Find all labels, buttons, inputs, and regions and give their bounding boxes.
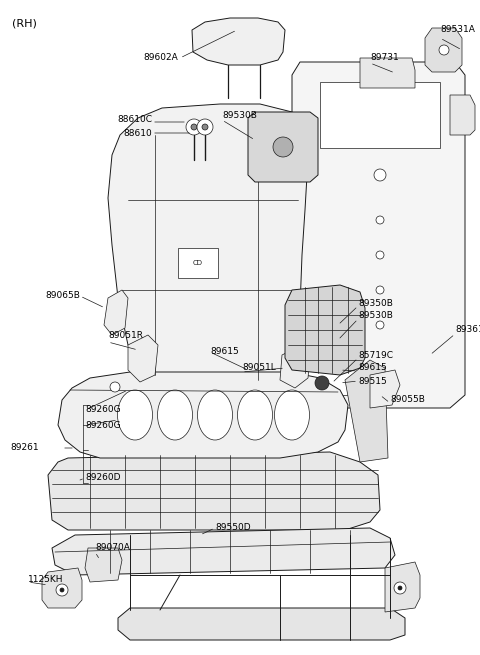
Polygon shape [385,562,420,612]
Polygon shape [118,608,405,640]
Polygon shape [425,28,462,72]
Circle shape [197,119,213,135]
Polygon shape [108,104,308,392]
Text: 89260G: 89260G [85,405,120,415]
Circle shape [398,586,402,590]
Text: 89515: 89515 [358,377,387,386]
Text: 1125KH: 1125KH [28,576,63,584]
Text: 89051L: 89051L [242,364,276,373]
Text: 89350B: 89350B [358,299,393,307]
Text: 89602A: 89602A [143,54,178,62]
Text: 89550D: 89550D [215,523,251,533]
Text: 89615: 89615 [210,348,239,356]
Circle shape [374,169,386,181]
Circle shape [376,216,384,224]
Text: 89070A: 89070A [95,544,130,553]
Ellipse shape [157,390,192,440]
Polygon shape [360,58,415,88]
Text: (RH): (RH) [12,18,37,28]
Polygon shape [292,62,465,408]
Text: 89731: 89731 [370,54,399,62]
Circle shape [191,124,197,130]
Text: 85719C: 85719C [358,350,393,360]
Polygon shape [450,95,475,135]
Text: 89055B: 89055B [390,396,425,405]
Circle shape [273,137,293,157]
Text: 89260G: 89260G [85,421,120,430]
Circle shape [56,584,68,596]
Circle shape [110,382,120,392]
Circle shape [60,588,64,592]
Circle shape [202,124,208,130]
Circle shape [376,251,384,259]
Text: 88610: 88610 [123,128,152,138]
Circle shape [394,582,406,594]
Text: 89361C: 89361C [455,326,480,335]
Circle shape [376,286,384,294]
Ellipse shape [118,390,153,440]
Text: 89530B: 89530B [222,111,257,119]
Text: 89051R: 89051R [108,331,143,339]
Circle shape [315,376,329,390]
Polygon shape [320,82,440,148]
Polygon shape [85,548,122,582]
Polygon shape [345,360,388,462]
Polygon shape [48,452,380,530]
Text: 89065B: 89065B [45,291,80,301]
Text: 89530B: 89530B [358,312,393,320]
Polygon shape [58,372,348,458]
Text: 89261: 89261 [10,443,38,453]
Polygon shape [305,295,360,395]
Polygon shape [370,370,400,408]
Polygon shape [192,18,285,65]
Ellipse shape [197,390,232,440]
Polygon shape [248,112,318,182]
Text: 89531A: 89531A [440,26,475,35]
Polygon shape [42,568,82,608]
Circle shape [186,119,202,135]
Polygon shape [178,248,218,278]
Circle shape [376,321,384,329]
Text: CD: CD [193,260,203,266]
Ellipse shape [238,390,273,440]
Text: 88610C: 88610C [117,115,152,124]
Polygon shape [52,528,395,575]
Polygon shape [285,285,365,375]
Circle shape [439,45,449,55]
Ellipse shape [275,390,310,440]
Polygon shape [280,345,310,388]
Polygon shape [104,290,128,335]
Polygon shape [128,335,158,382]
Text: 89615: 89615 [358,364,387,373]
Text: 89260D: 89260D [85,474,120,483]
